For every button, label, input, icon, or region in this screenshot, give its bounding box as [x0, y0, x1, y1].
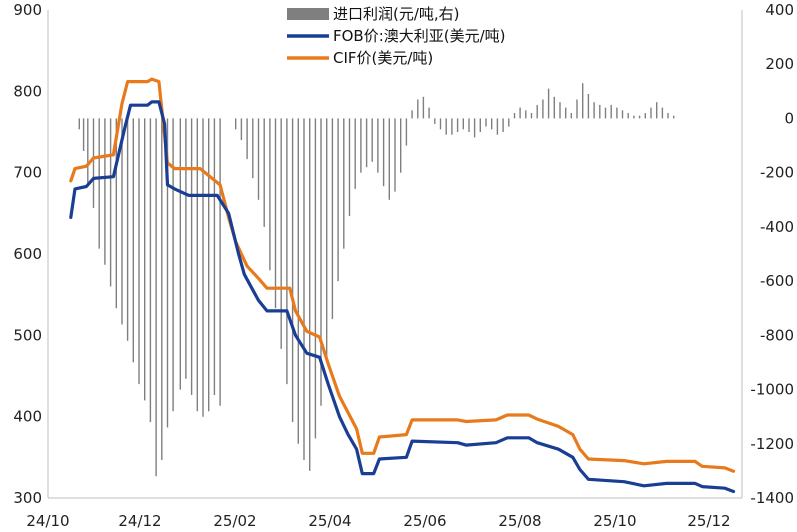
x-tick-label: 25/04	[308, 512, 351, 530]
x-tick-label: 25/06	[403, 512, 446, 530]
price-lines	[69, 77, 736, 494]
legend: 进口利润(元/吨,右) FOB价:澳大利亚(美元/吨) CIF价(美元/吨)	[287, 5, 506, 67]
x-tick-label: 25/08	[498, 512, 541, 530]
left-tick-label: 900	[13, 1, 42, 19]
left-tick-label: 300	[13, 489, 42, 507]
x-tick-label: 25/12	[687, 512, 730, 530]
x-tick-label: 25/02	[213, 512, 256, 530]
left-tick-label: 700	[13, 164, 42, 182]
right-tick-label: 400	[765, 1, 794, 19]
right-tick-label: 200	[765, 55, 794, 73]
legend-label-2: CIF价(美元/吨)	[333, 49, 433, 67]
left-tick-label: 600	[13, 245, 42, 263]
x-tick-label: 24/10	[26, 512, 69, 530]
right-tick-label: 0	[784, 109, 794, 127]
right-tick-label: -1400	[750, 489, 794, 507]
axis-ticks: 300 400 500 600 700 800 900 -1400 -1200 -1000 -800…	[13, 1, 794, 530]
profit-bars	[78, 83, 675, 477]
fob-price-line	[69, 100, 736, 494]
x-tick-label: 24/12	[118, 512, 161, 530]
left-tick-label: 500	[13, 326, 42, 344]
x-tick-label: 25/10	[593, 512, 636, 530]
right-tick-label: -800	[760, 326, 794, 344]
cif-price-line	[69, 77, 736, 473]
legend-label-0: 进口利润(元/吨,右)	[333, 5, 460, 23]
right-tick-label: -400	[760, 218, 794, 236]
left-tick-label: 400	[13, 408, 42, 426]
right-tick-label: -1200	[750, 435, 794, 453]
right-tick-label: -200	[760, 164, 794, 182]
legend-label-1: FOB价:澳大利亚(美元/吨)	[333, 27, 506, 45]
right-tick-label: -600	[760, 272, 794, 290]
right-tick-label: -1000	[750, 381, 794, 399]
left-tick-label: 800	[13, 82, 42, 100]
legend-swatch-bar	[287, 8, 329, 20]
